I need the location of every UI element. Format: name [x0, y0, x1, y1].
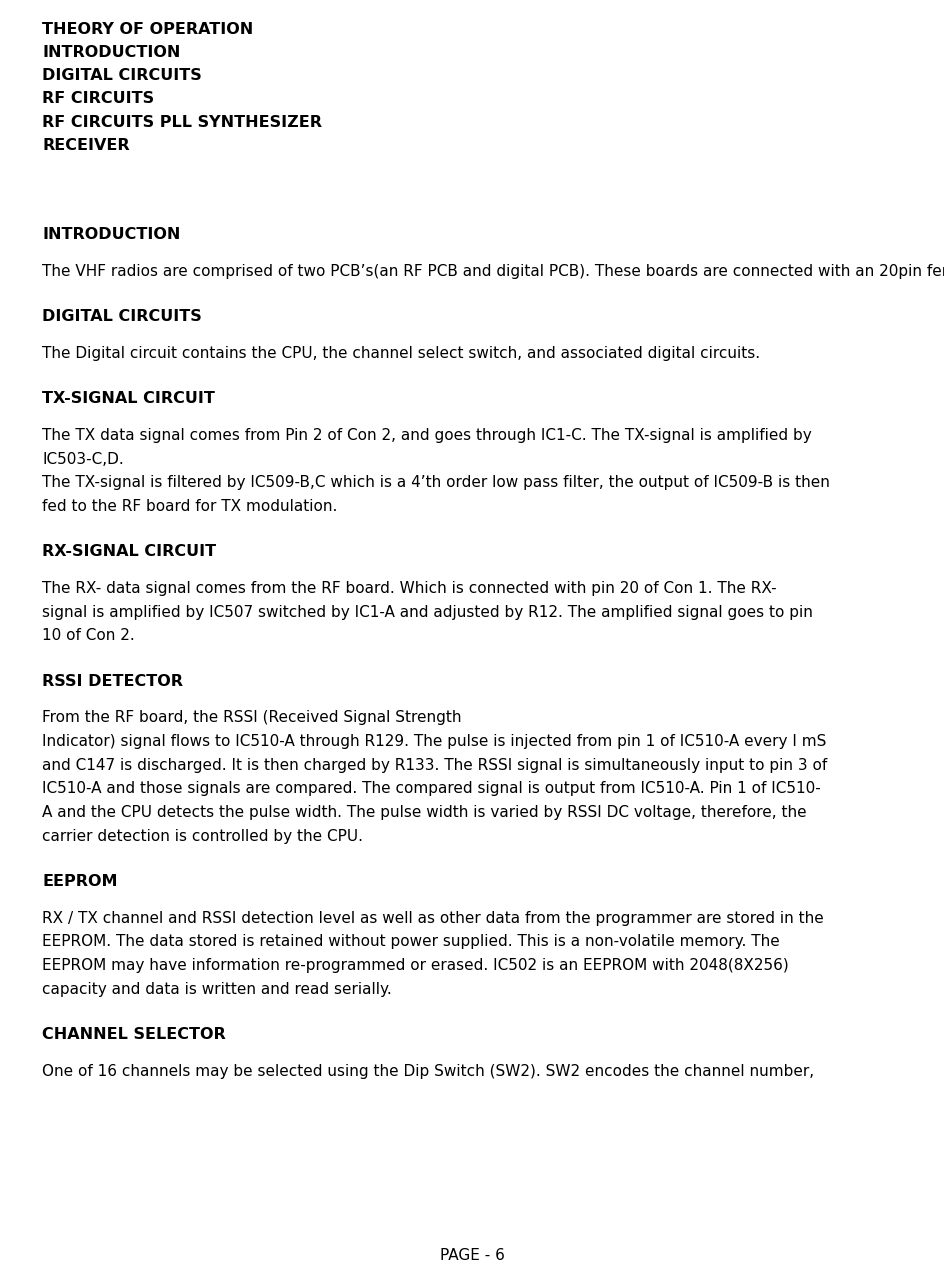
Text: The RX- data signal comes from the RF board. Which is connected with pin 20 of C: The RX- data signal comes from the RF bo… [42, 581, 776, 596]
Text: Indicator) signal flows to IC510-A through R129. The pulse is injected from pin : Indicator) signal flows to IC510-A throu… [42, 734, 825, 749]
Text: EEPROM. The data stored is retained without power supplied. This is a non-volati: EEPROM. The data stored is retained with… [42, 934, 779, 950]
Text: The VHF radios are comprised of two PCB’s(an RF PCB and digital PCB). These boar: The VHF radios are comprised of two PCB’… [42, 263, 944, 279]
Text: carrier detection is controlled by the CPU.: carrier detection is controlled by the C… [42, 829, 362, 844]
Text: RX / TX channel and RSSI detection level as well as other data from the programm: RX / TX channel and RSSI detection level… [42, 911, 823, 925]
Text: IC510-A and those signals are compared. The compared signal is output from IC510: IC510-A and those signals are compared. … [42, 781, 820, 797]
Text: A and the CPU detects the pulse width. The pulse width is varied by RSSI DC volt: A and the CPU detects the pulse width. T… [42, 804, 806, 820]
Text: INTRODUCTION: INTRODUCTION [42, 45, 180, 60]
Text: DIGITAL CIRCUITS: DIGITAL CIRCUITS [42, 310, 201, 324]
Text: One of 16 channels may be selected using the Dip Switch (SW2). SW2 encodes the c: One of 16 channels may be selected using… [42, 1064, 814, 1078]
Text: From the RF board, the RSSI (Received Signal Strength: From the RF board, the RSSI (Received Si… [42, 711, 461, 725]
Text: The TX data signal comes from Pin 2 of Con 2, and goes through IC1-C. The TX-sig: The TX data signal comes from Pin 2 of C… [42, 428, 811, 443]
Text: RF CIRCUITS: RF CIRCUITS [42, 91, 154, 107]
Text: EEPROM: EEPROM [42, 874, 117, 889]
Text: INTRODUCTION: INTRODUCTION [42, 227, 180, 243]
Text: PAGE - 6: PAGE - 6 [440, 1248, 504, 1263]
Text: signal is amplified by IC507 switched by IC1-A and adjusted by R12. The amplifie: signal is amplified by IC507 switched by… [42, 605, 812, 619]
Text: capacity and data is written and read serially.: capacity and data is written and read se… [42, 982, 392, 997]
Text: 10 of Con 2.: 10 of Con 2. [42, 628, 135, 644]
Text: RSSI DETECTOR: RSSI DETECTOR [42, 673, 183, 689]
Text: and C147 is discharged. It is then charged by R133. The RSSI signal is simultane: and C147 is discharged. It is then charg… [42, 758, 826, 772]
Text: The Digital circuit contains the CPU, the channel select switch, and associated : The Digital circuit contains the CPU, th… [42, 346, 759, 361]
Text: EEPROM may have information re-programmed or erased. IC502 is an EEPROM with 204: EEPROM may have information re-programme… [42, 959, 788, 973]
Text: RX-SIGNAL CIRCUIT: RX-SIGNAL CIRCUIT [42, 545, 216, 559]
Text: RECEIVER: RECEIVER [42, 137, 129, 153]
Text: RF CIRCUITS PLL SYNTHESIZER: RF CIRCUITS PLL SYNTHESIZER [42, 114, 322, 130]
Text: IC503-C,D.: IC503-C,D. [42, 451, 124, 466]
Text: TX-SIGNAL CIRCUIT: TX-SIGNAL CIRCUIT [42, 391, 214, 406]
Text: The TX-signal is filtered by IC509-B,C which is a 4’th order low pass filter, th: The TX-signal is filtered by IC509-B,C w… [42, 475, 829, 491]
Text: fed to the RF board for TX modulation.: fed to the RF board for TX modulation. [42, 499, 337, 514]
Text: CHANNEL SELECTOR: CHANNEL SELECTOR [42, 1027, 226, 1042]
Text: THEORY OF OPERATION: THEORY OF OPERATION [42, 22, 253, 37]
Text: DIGITAL CIRCUITS: DIGITAL CIRCUITS [42, 68, 201, 84]
